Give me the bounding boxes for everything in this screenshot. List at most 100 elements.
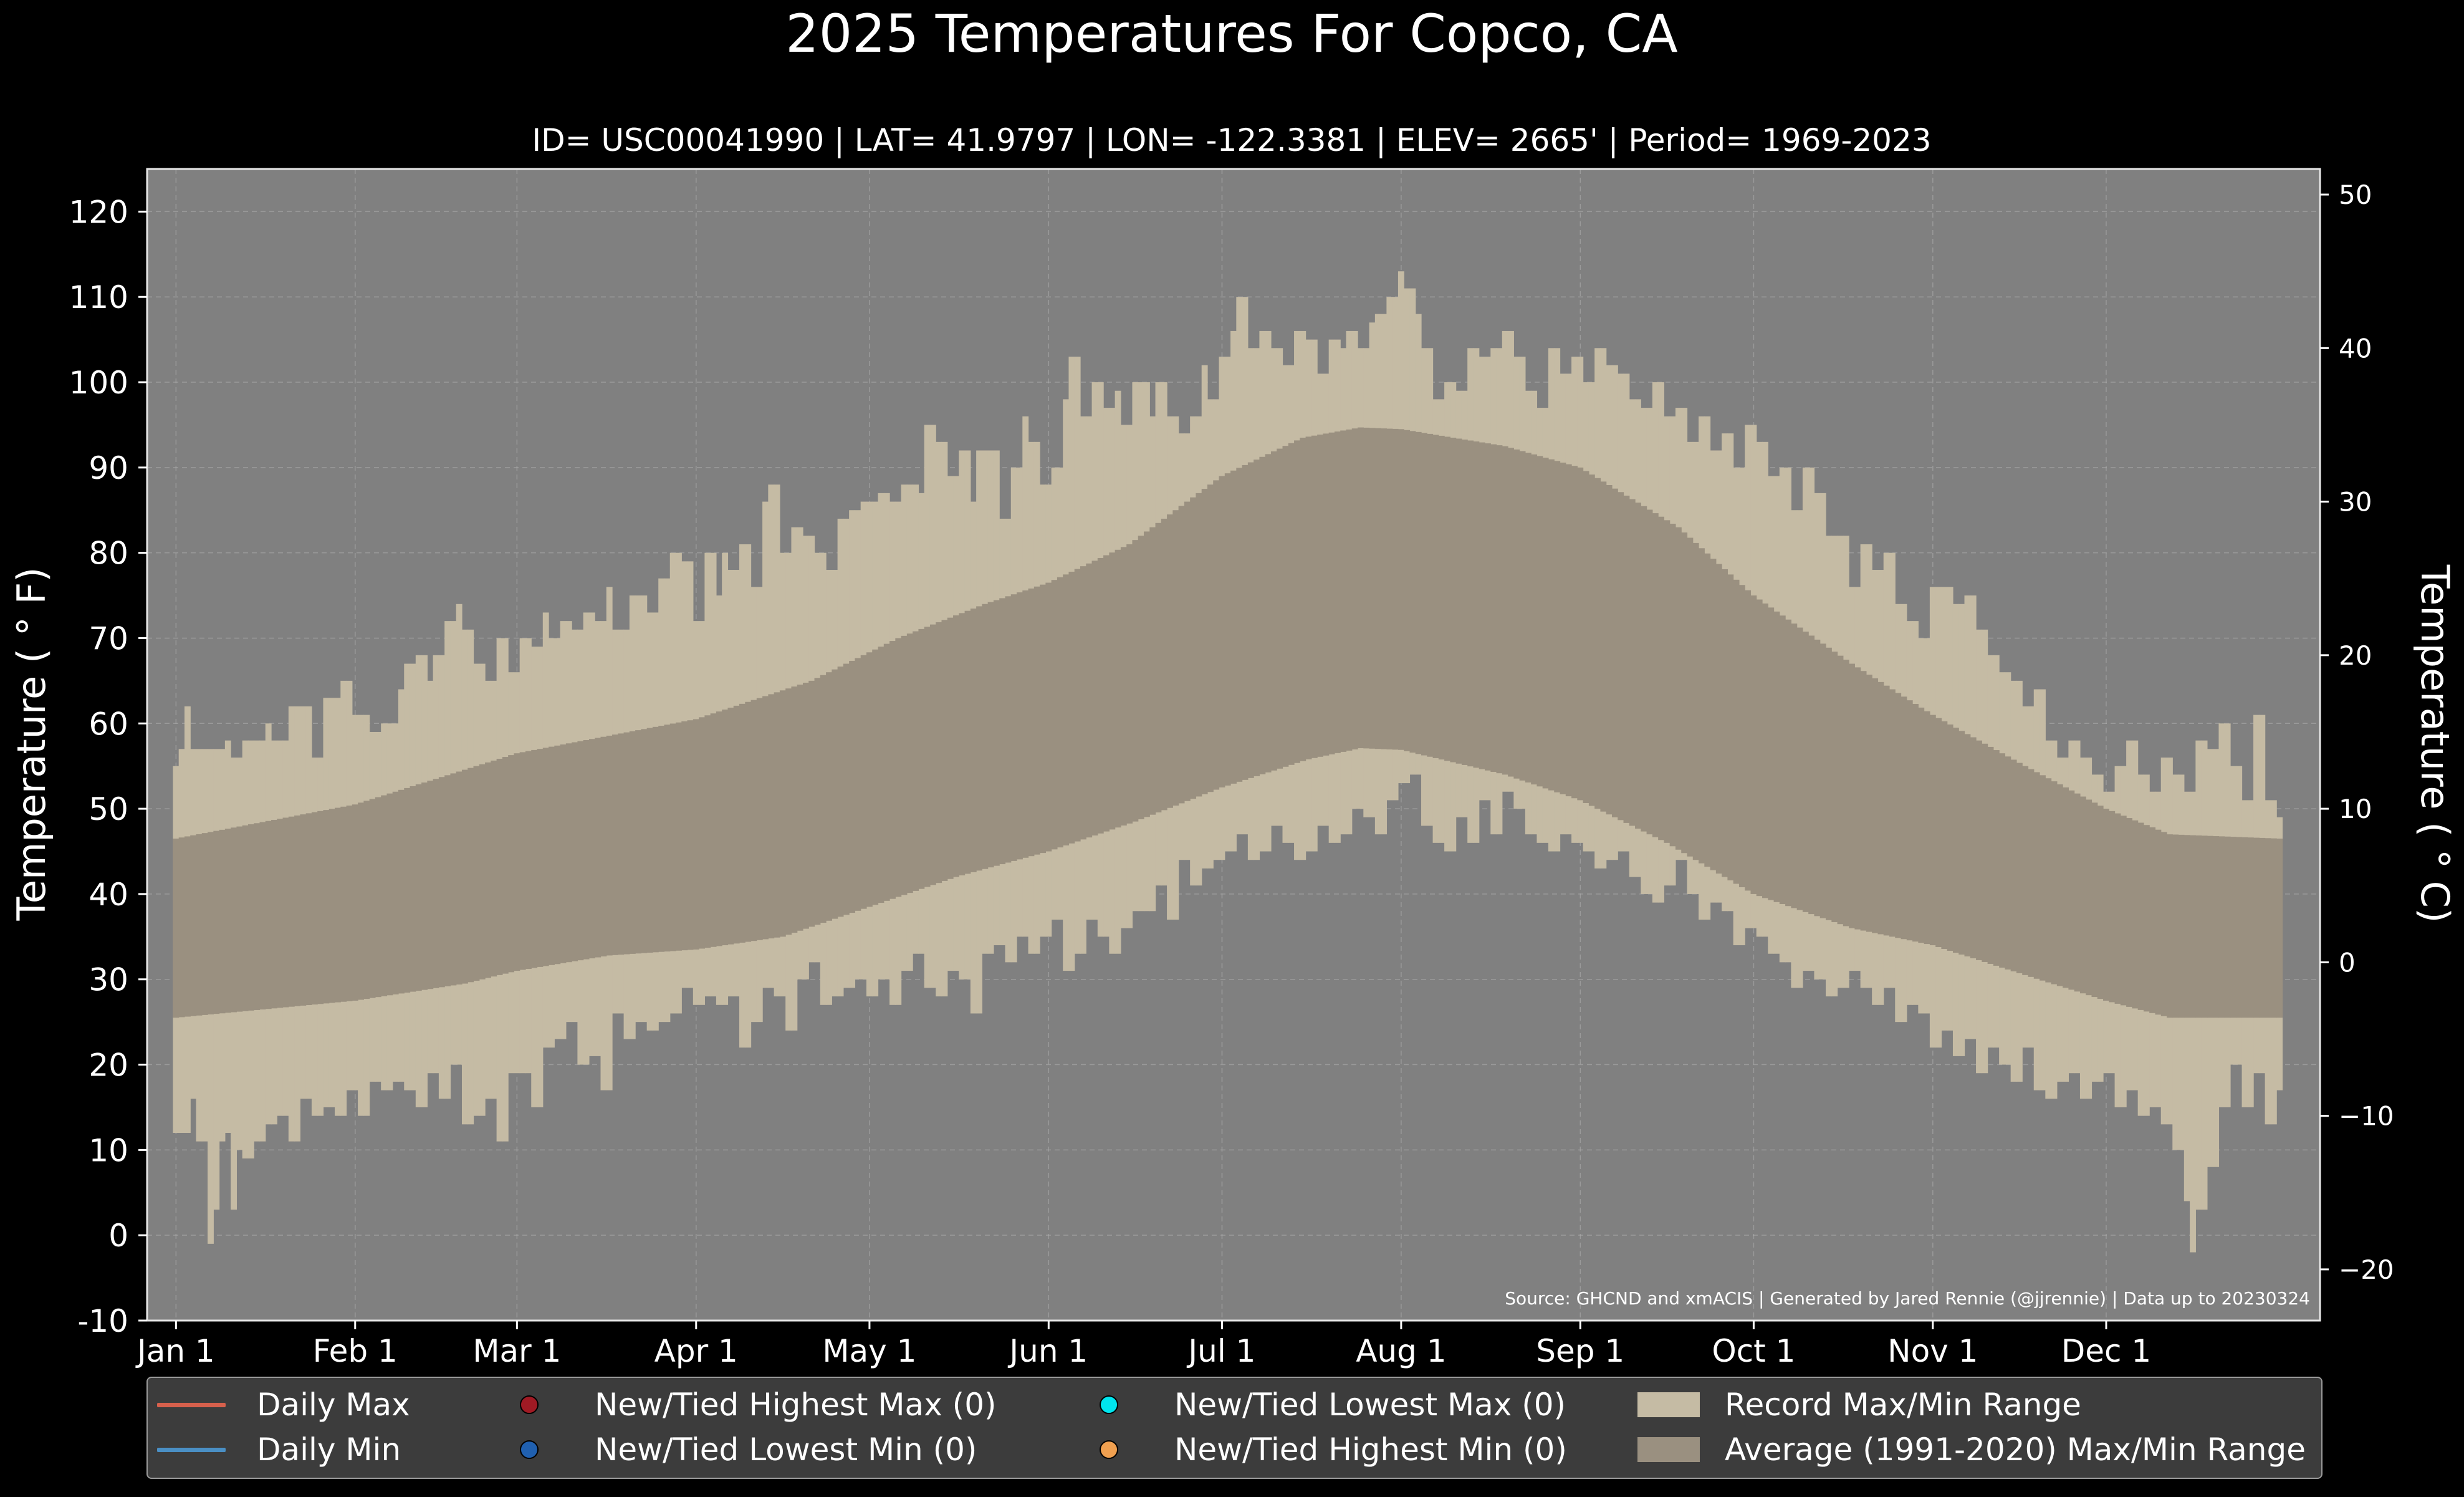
average-range-bar: [1849, 663, 1855, 928]
y-tick-label: 40: [89, 877, 128, 913]
average-range-bar: [1120, 547, 1127, 826]
average-range-bar: [1005, 596, 1012, 863]
average-range-bar: [1560, 462, 1566, 794]
average-range-bar: [1536, 456, 1543, 787]
average-range-bar: [687, 720, 694, 950]
average-range-bar: [1970, 737, 1977, 958]
average-range-bar: [375, 797, 381, 998]
average-range-bar: [2079, 796, 2086, 994]
average-range-bar: [1877, 681, 1884, 935]
plot-frame: [146, 168, 2321, 1322]
average-range-bar: [1479, 442, 1485, 769]
average-range-bar: [1397, 429, 1404, 750]
average-range-bar: [2045, 778, 2052, 983]
average-range-bar: [208, 832, 214, 1015]
legend-item: New/Tied Highest Min (0): [1073, 1429, 1567, 1470]
average-range-bar: [1207, 484, 1214, 792]
average-range-bar: [1496, 445, 1503, 774]
average-range-bar: [2201, 835, 2208, 1018]
average-range-bar: [993, 600, 1000, 866]
average-range-bar: [855, 658, 861, 911]
average-range-bar: [1068, 571, 1075, 844]
average-range-bar: [1768, 607, 1775, 900]
average-range-bar: [1722, 569, 1728, 877]
average-range-bar: [392, 791, 399, 994]
average-range-bar: [1109, 552, 1116, 830]
average-range-bar: [588, 739, 595, 959]
average-range-bar: [745, 701, 752, 942]
average-range-bar: [2160, 832, 2167, 1016]
average-range-bar: [906, 633, 913, 893]
average-range-bar: [1415, 431, 1422, 754]
average-range-bar: [1328, 432, 1335, 754]
average-range-bar: [1819, 643, 1826, 918]
average-range-bar: [2091, 802, 2098, 998]
x-tick-label: Sep 1: [1536, 1333, 1624, 1369]
average-range-bar: [2074, 793, 2081, 992]
average-range-bar: [300, 814, 307, 1006]
average-range-bar: [1577, 467, 1584, 801]
average-range-bar: [1513, 449, 1520, 779]
average-range-bar: [1138, 536, 1144, 819]
average-range-bar: [1548, 459, 1555, 791]
average-range-bar: [1531, 454, 1538, 785]
average-range-bar: [1074, 569, 1081, 842]
x-tick-label: Jun 1: [1007, 1333, 1088, 1369]
average-range-bar: [646, 728, 653, 953]
y-tick-label: 30: [89, 962, 128, 998]
average-range-bar: [722, 710, 729, 946]
average-range-bar: [843, 663, 850, 915]
average-range-bar: [2270, 838, 2277, 1018]
average-range-bar: [1115, 549, 1121, 828]
average-range-bar: [1854, 667, 1861, 930]
x-tick-label: May 1: [822, 1333, 916, 1369]
legend-item: Daily Min: [157, 1429, 401, 1470]
average-range-bar: [2132, 820, 2139, 1009]
average-range-bar: [444, 775, 451, 986]
average-range-bar: [1010, 594, 1017, 861]
average-range-bar: [1455, 438, 1462, 764]
average-range-bar: [1167, 514, 1173, 808]
legend-label: Daily Min: [257, 1432, 401, 1468]
average-range-bar: [282, 817, 289, 1008]
average-range-bar: [190, 835, 197, 1016]
average-range-bar: [837, 667, 844, 917]
average-range-bar: [1669, 523, 1676, 847]
average-range-bar: [519, 752, 526, 970]
average-range-bar: [1745, 590, 1752, 891]
average-range-bar: [496, 758, 503, 975]
average-range-bar: [2276, 838, 2283, 1018]
average-range-bar: [247, 824, 254, 1011]
average-range-bar: [456, 771, 463, 985]
average-range-bar: [1265, 454, 1272, 773]
average-range-bar: [1358, 427, 1364, 748]
average-range-bar: [1091, 561, 1098, 835]
average-range-bar: [664, 724, 671, 952]
average-range-bar: [1785, 619, 1791, 907]
average-range-bar: [1270, 451, 1277, 771]
average-range-bar: [785, 688, 792, 935]
average-range-bar: [1641, 506, 1647, 832]
average-range-bar: [901, 635, 908, 895]
average-range-bar: [762, 696, 769, 940]
y-tick-label-right: 10: [2339, 794, 2372, 824]
average-range-bar: [2241, 837, 2248, 1018]
average-range-bar: [964, 610, 971, 874]
average-range-bar: [681, 721, 688, 951]
average-range-bar: [288, 816, 295, 1007]
average-range-bar: [924, 627, 931, 887]
average-range-bar: [1317, 435, 1324, 757]
y-tick-label-right: −10: [2339, 1101, 2394, 1132]
average-range-bar: [1155, 522, 1162, 813]
average-range-bar: [1190, 497, 1197, 799]
average-range-bar: [1473, 441, 1480, 768]
legend-item: Average (1991-2020) Max/Min Range: [1628, 1429, 2306, 1470]
average-range-bar: [461, 769, 468, 984]
average-range-bar: [872, 649, 879, 905]
average-range-bar: [1912, 704, 1919, 942]
average-range-bar: [1611, 488, 1618, 817]
x-tick-label: Nov 1: [1887, 1333, 1978, 1369]
average-range-bar: [311, 812, 318, 1005]
average-range-bar: [2063, 787, 2069, 988]
